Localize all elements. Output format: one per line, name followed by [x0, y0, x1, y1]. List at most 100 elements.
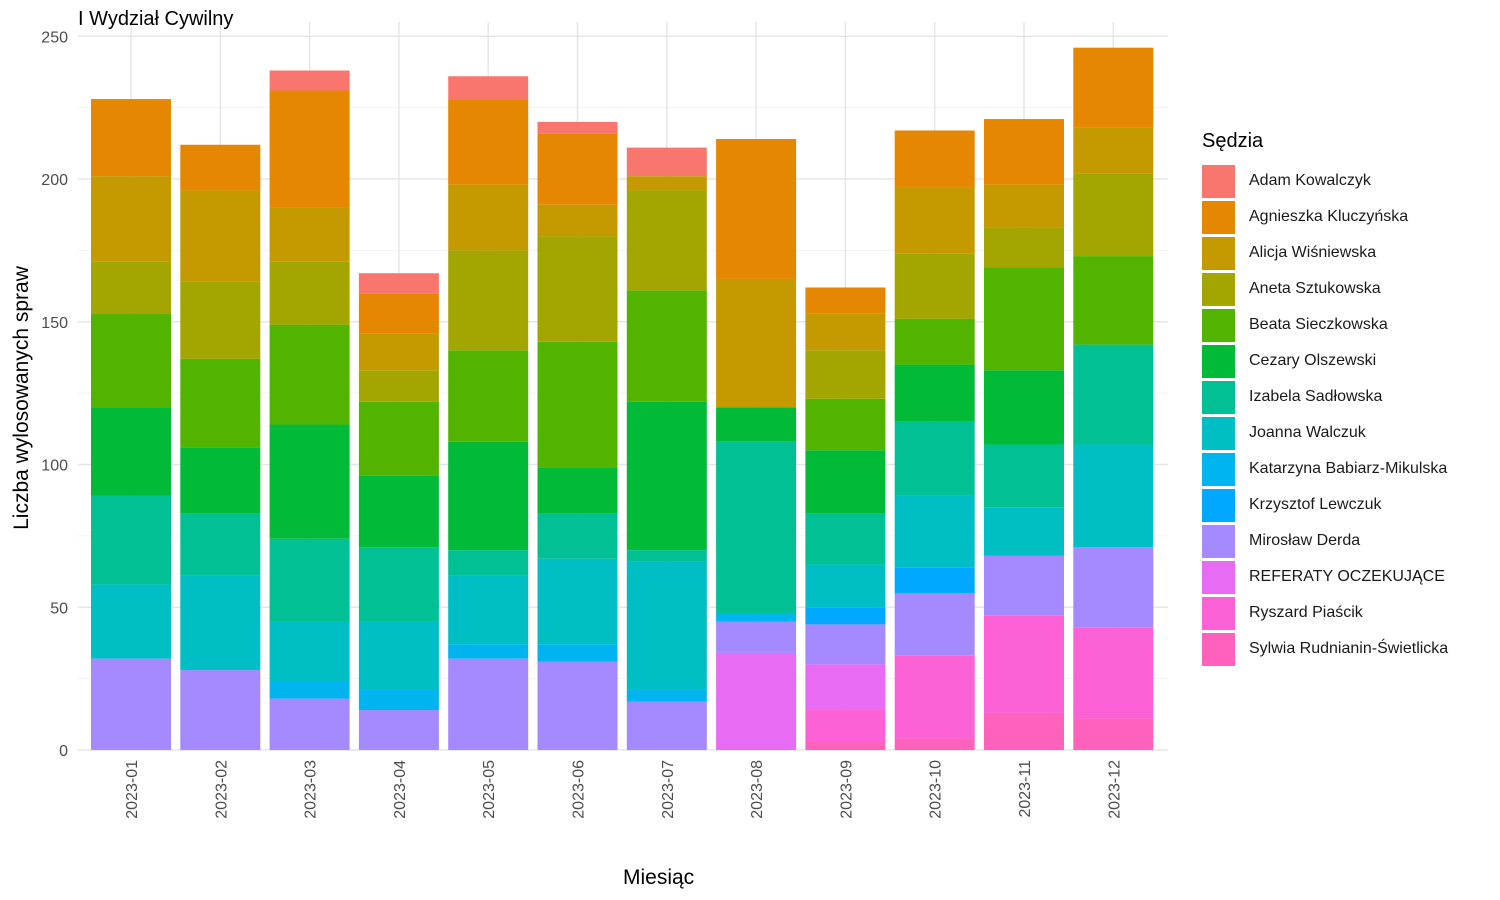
bar-segment	[805, 513, 886, 565]
bar-segment	[358, 690, 439, 711]
bar-segment	[716, 278, 797, 408]
bar-segment	[894, 364, 975, 422]
y-tick-label: 0	[59, 743, 68, 760]
bar-segment	[537, 236, 618, 342]
bar-segment	[805, 710, 886, 742]
chart-title: I Wydział Cywilny	[78, 8, 234, 30]
bar-segment	[894, 253, 975, 319]
bar-segment	[448, 350, 529, 442]
bar-segment	[984, 507, 1064, 556]
bar-segment	[805, 564, 886, 608]
legend-item: Adam Kowalczyk	[1202, 163, 1448, 199]
bar-segment	[716, 652, 797, 750]
x-tick-label: 2023-01	[124, 760, 141, 819]
legend-swatch	[1202, 524, 1235, 558]
bar-segment	[1073, 173, 1154, 257]
legend-title: Sędzia	[1202, 130, 1264, 152]
bar-segment	[805, 398, 886, 451]
bar-segment	[1073, 47, 1154, 128]
legend-label: Ryszard Piaścik	[1249, 604, 1363, 621]
bar-segment	[269, 261, 350, 325]
bar-segment	[269, 207, 350, 262]
bar-segment	[180, 144, 261, 191]
bar-segment	[91, 495, 171, 585]
legend-swatch	[1202, 632, 1235, 666]
bar-segment	[358, 547, 439, 622]
x-tick-label: 2023-03	[303, 760, 320, 819]
bar-segment	[91, 584, 171, 659]
bar-segment	[716, 612, 797, 622]
bar-segment	[894, 738, 975, 750]
legend-item: Ryszard Piaścik	[1202, 595, 1448, 631]
bar-segment	[448, 550, 529, 576]
x-tick-label: 2023-07	[660, 760, 677, 819]
bar-segment	[269, 538, 350, 622]
legend-item: Beata Sieczkowska	[1202, 307, 1448, 343]
y-tick-label: 200	[41, 172, 68, 189]
bar-segment	[180, 513, 261, 576]
bar-segment	[894, 567, 975, 593]
x-tick-label: 2023-09	[838, 760, 855, 819]
bar-segment	[180, 575, 261, 671]
y-axis-title: Liczba wylosowanych spraw	[10, 266, 33, 530]
bar-segment	[537, 558, 618, 645]
y-tick-label: 250	[41, 29, 68, 46]
bar-segment	[91, 261, 171, 314]
bar-segment	[269, 424, 350, 539]
bar-segment	[984, 712, 1064, 750]
legend: Sędzia Adam Kowalczyk Agnieszka Kluczyńsk…	[1202, 130, 1448, 667]
bar-segment	[805, 624, 886, 665]
legend-swatch	[1202, 344, 1235, 378]
bars	[91, 47, 1154, 750]
bar-segment	[1073, 627, 1154, 719]
bar-segment	[537, 467, 618, 514]
bar-segment	[269, 70, 350, 91]
bar-segment	[805, 313, 886, 351]
bar-segment	[1073, 344, 1154, 445]
x-tick-label: 2023-12	[1106, 760, 1123, 819]
bar-segment	[358, 273, 439, 294]
bar-segment	[1073, 444, 1154, 548]
legend-item: Izabela Sadłowska	[1202, 379, 1448, 415]
legend-swatch	[1202, 560, 1235, 594]
bar-segment	[984, 227, 1064, 268]
bar-segment	[180, 447, 261, 514]
y-tick-label: 50	[50, 600, 68, 617]
legend-label: Krzysztof Lewczuk	[1249, 496, 1382, 513]
legend-swatch	[1202, 380, 1235, 414]
bar-segment	[626, 290, 707, 402]
bar-segment	[894, 130, 975, 188]
bar-segment	[1073, 127, 1154, 174]
bar-segment	[358, 621, 439, 691]
legend-item: Agnieszka Kluczyńska	[1202, 199, 1448, 235]
legend-items: Adam Kowalczyk Agnieszka Kluczyńska Alicja…	[1202, 163, 1448, 667]
bar-segment	[537, 661, 618, 750]
legend-swatch	[1202, 596, 1235, 630]
bar-segment	[448, 76, 529, 100]
bar-segment	[626, 401, 707, 551]
bar-segment	[269, 324, 350, 425]
legend-label: Aneta Sztukowska	[1249, 280, 1381, 297]
x-tick-label: 2023-04	[392, 760, 409, 819]
bar-segment	[448, 644, 529, 659]
x-tick-label: 2023-06	[571, 760, 588, 819]
bar-segment	[448, 184, 529, 251]
bar-segment	[894, 318, 975, 365]
bar-segment	[269, 90, 350, 208]
bar-segment	[1073, 256, 1154, 345]
bar-segment	[537, 121, 618, 134]
legend-swatch	[1202, 236, 1235, 270]
bar-segment	[805, 741, 886, 750]
legend-item: Cezary Olszewski	[1202, 343, 1448, 379]
bar-segment	[358, 333, 439, 371]
bar-segment	[91, 658, 171, 750]
legend-item: Alicja Wiśniewska	[1202, 235, 1448, 271]
legend-swatch	[1202, 488, 1235, 522]
bar-segment	[358, 475, 439, 548]
bar-segment	[894, 187, 975, 254]
y-tick-label: 100	[41, 458, 68, 475]
bar-segment	[358, 710, 439, 750]
bar-segment	[716, 441, 797, 613]
bar-segment	[626, 176, 707, 191]
legend-label: Katarzyna Babiarz-Mikulska	[1249, 460, 1448, 477]
